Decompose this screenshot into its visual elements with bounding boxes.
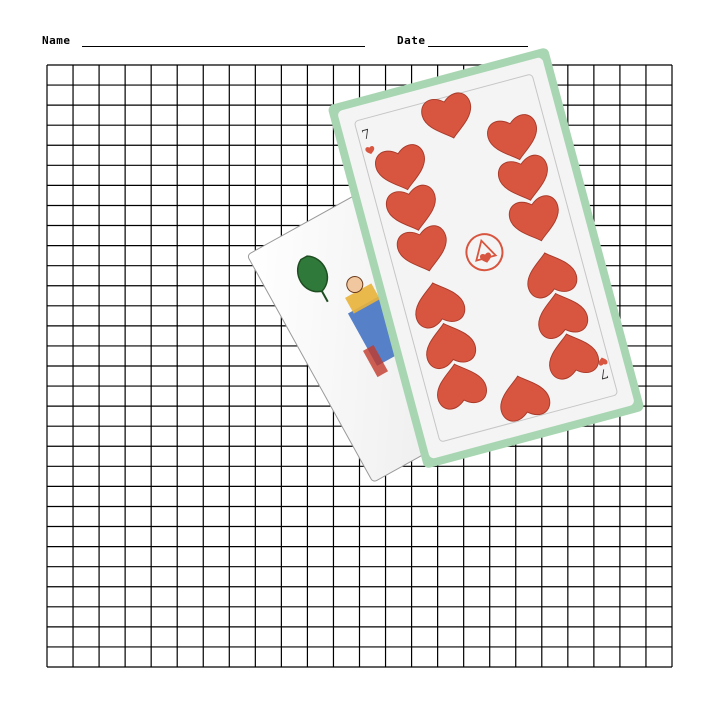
name-field-line[interactable] bbox=[82, 46, 365, 47]
card-rank-bottom: 7 bbox=[598, 365, 610, 382]
name-label: Name bbox=[42, 34, 71, 47]
leaf-suit-icon bbox=[296, 255, 329, 303]
date-field-line[interactable] bbox=[428, 46, 528, 47]
center-emblem bbox=[465, 233, 504, 272]
date-label: Date bbox=[397, 34, 426, 47]
front-playing-card: 7 7 bbox=[328, 48, 644, 468]
card-rank-top: 7 bbox=[360, 127, 372, 144]
